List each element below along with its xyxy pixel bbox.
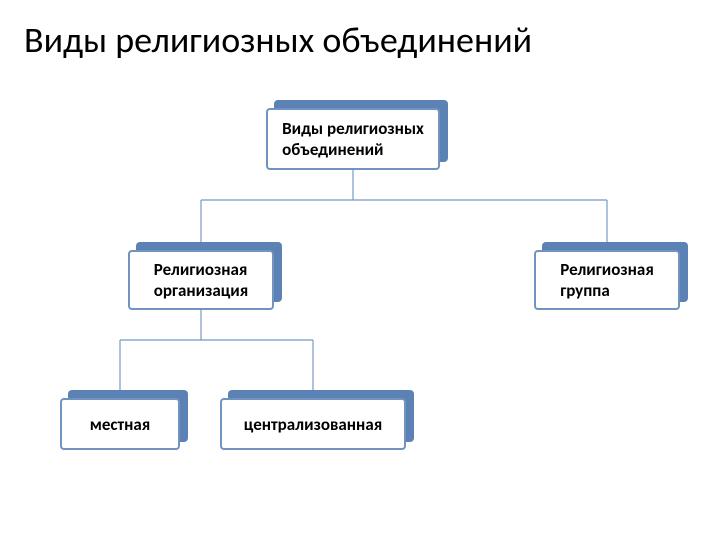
node-label-local: местная bbox=[90, 414, 151, 435]
node-label-group: Религиозная группа bbox=[560, 259, 654, 301]
node-central: централизованная bbox=[220, 398, 406, 450]
slide-title: Виды религиозных объединений bbox=[24, 18, 696, 62]
node-local: местная bbox=[60, 398, 180, 450]
node-org: Религиозная организация bbox=[128, 250, 274, 310]
node-group: Религиозная группа bbox=[534, 250, 680, 310]
node-root: Виды религиозных объединений bbox=[266, 108, 440, 170]
node-label-root: Виды религиозных объединений bbox=[282, 118, 424, 160]
node-label-central: централизованная bbox=[244, 414, 382, 435]
node-label-org: Религиозная организация bbox=[154, 259, 248, 301]
